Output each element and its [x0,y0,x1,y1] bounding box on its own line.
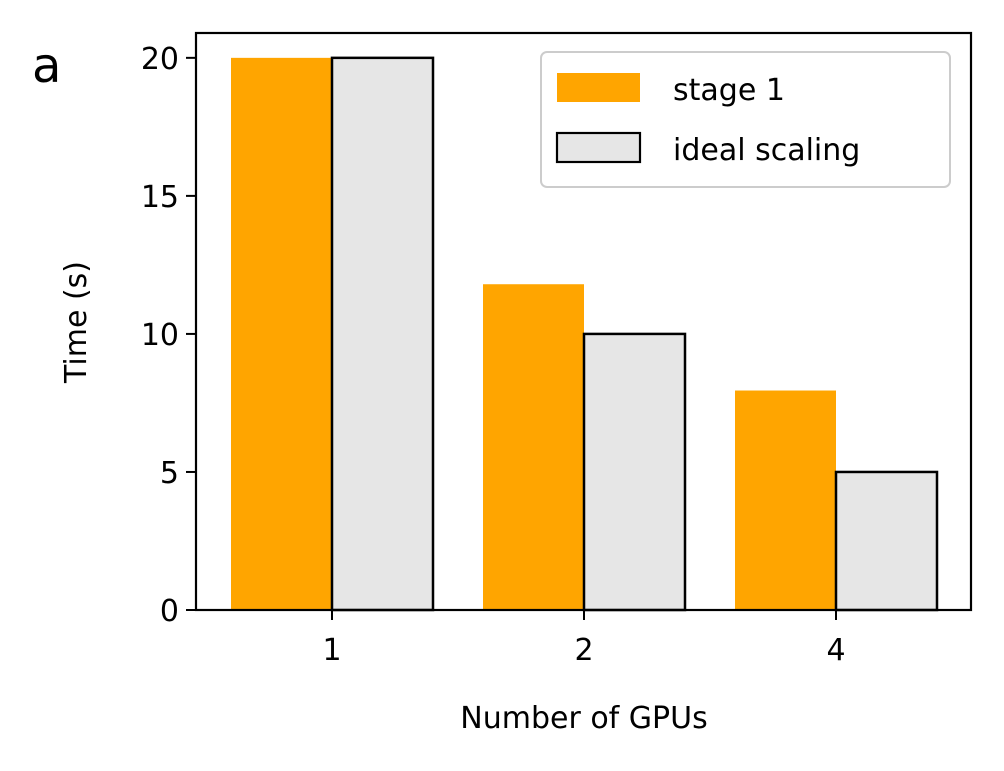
legend-label-ideal-scaling: ideal scaling [673,133,860,168]
x-tick-label: 4 [826,633,845,668]
y-axis-label: Time (s) [59,261,94,384]
y-tick-label: 10 [141,318,179,353]
bar-stage-1-1 [231,57,332,611]
x-tick-label: 1 [322,633,341,668]
bar-ideal-scaling-4 [834,470,939,612]
y-tick-label: 5 [160,456,179,491]
x-axis-label: Number of GPUs [460,701,707,736]
y-tick-label: 0 [160,594,179,629]
bar-stage-1-2 [483,284,584,610]
legend: stage 1 ideal scaling [540,51,951,188]
bar-stage-1-4 [735,390,836,610]
y-tick-label: 15 [141,180,179,215]
panel-label: a [32,38,61,94]
x-tick-label: 2 [574,633,593,668]
legend-swatch-stage-1 [557,73,640,102]
y-tick-label: 20 [141,42,179,77]
legend-frame [540,51,951,188]
legend-swatch-ideal-scaling [555,131,642,164]
bars-layer [231,56,939,612]
legend-label-stage-1: stage 1 [673,73,785,108]
bar-ideal-scaling-2 [582,332,687,612]
bar-ideal-scaling-1 [330,56,435,612]
